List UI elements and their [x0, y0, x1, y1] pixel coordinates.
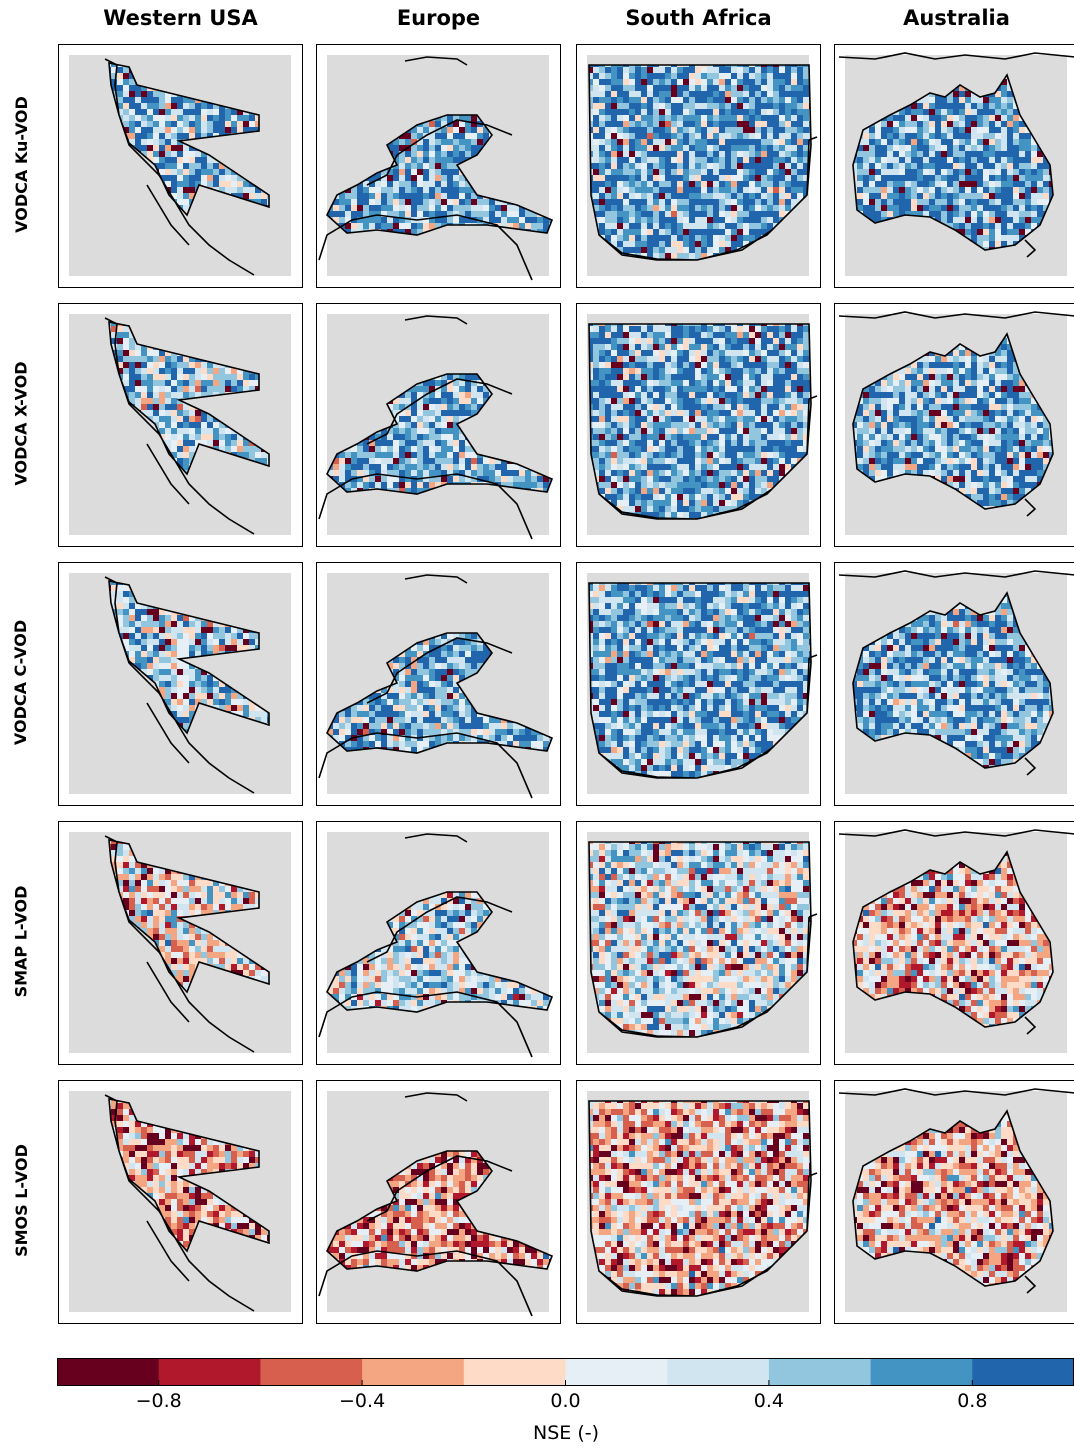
- coastline: [588, 841, 818, 1038]
- map-svg: [587, 573, 818, 794]
- colorbar-segment: [362, 1358, 465, 1386]
- map-panel: [58, 821, 303, 1065]
- map-svg: [838, 570, 1074, 794]
- map-svg: [838, 311, 1074, 535]
- coastline: [104, 1094, 270, 1312]
- colorbar-segment: [260, 1358, 363, 1386]
- row-title: VODCA X-VOD: [6, 303, 36, 543]
- map-svg: [587, 1091, 818, 1312]
- colorbar-tick-label: 0.0: [526, 1390, 606, 1412]
- coastline: [588, 582, 818, 779]
- colorbar-segment: [158, 1358, 261, 1386]
- colorbar: [57, 1358, 1074, 1386]
- map-panel: [576, 562, 821, 806]
- map-panel: [576, 1080, 821, 1324]
- map-svg: [318, 573, 554, 799]
- map-svg: [69, 832, 291, 1053]
- map-svg: [69, 55, 291, 276]
- coastline: [318, 315, 554, 540]
- map-panel: [576, 303, 821, 547]
- coastline: [838, 829, 1074, 1035]
- coastline: [104, 58, 270, 276]
- coastline: [318, 56, 554, 281]
- row-title-label: SMAP L-VOD: [12, 885, 31, 997]
- column-title: Europe: [314, 6, 564, 30]
- column-title: South Africa: [574, 6, 824, 30]
- coastline: [104, 576, 270, 794]
- map-panel: [316, 821, 561, 1065]
- colorbar-segment: [768, 1358, 872, 1386]
- coastline: [318, 574, 554, 799]
- column-title: Australia: [832, 6, 1074, 30]
- row-title-label: SMOS L-VOD: [12, 1144, 31, 1257]
- map-panel: [316, 303, 561, 547]
- row-title-label: VODCA Ku-VOD: [12, 96, 31, 233]
- map-panel: [576, 44, 821, 288]
- colorbar-label: NSE (-): [466, 1422, 666, 1444]
- colorbar-segment: [565, 1358, 668, 1386]
- map-panel: [58, 562, 303, 806]
- colorbar-tick-label: −0.4: [322, 1390, 402, 1412]
- map-panel: [834, 562, 1074, 806]
- map-panel: [58, 44, 303, 288]
- map-svg: [318, 55, 554, 281]
- map-svg: [318, 832, 554, 1058]
- colorbar-segment: [667, 1358, 770, 1386]
- coastline: [838, 570, 1074, 776]
- coastline: [104, 317, 270, 535]
- coastline: [104, 835, 270, 1053]
- map-svg: [318, 314, 554, 540]
- map-svg: [587, 55, 818, 276]
- colorbar-tick-label: 0.8: [932, 1390, 1012, 1412]
- map-svg: [838, 829, 1074, 1053]
- colorbar-segment: [972, 1358, 1074, 1386]
- row-title: SMAP L-VOD: [6, 821, 36, 1061]
- row-title: VODCA Ku-VOD: [6, 44, 36, 284]
- coastline: [588, 323, 818, 520]
- map-panel: [576, 821, 821, 1065]
- map-svg: [318, 1091, 554, 1317]
- map-panel: [316, 44, 561, 288]
- row-title: VODCA C-VOD: [6, 562, 36, 802]
- coastline: [318, 833, 554, 1058]
- map-panel: [316, 1080, 561, 1324]
- colorbar-tick-label: −0.8: [119, 1390, 199, 1412]
- map-svg: [587, 832, 818, 1053]
- coastline: [838, 52, 1074, 258]
- colorbar-tick-label: 0.4: [729, 1390, 809, 1412]
- map-panel: [834, 303, 1074, 547]
- coastline: [318, 1092, 554, 1317]
- map-svg: [69, 1091, 291, 1312]
- coastline: [588, 1100, 818, 1297]
- map-svg: [69, 573, 291, 794]
- map-panel: [834, 821, 1074, 1065]
- colorbar-segment: [463, 1358, 566, 1386]
- colorbar-segment: [57, 1358, 160, 1386]
- map-svg: [838, 1088, 1074, 1312]
- map-svg: [838, 52, 1074, 276]
- map-svg: [69, 314, 291, 535]
- coastline: [838, 311, 1074, 517]
- row-title: SMOS L-VOD: [6, 1080, 36, 1320]
- map-panel: [58, 1080, 303, 1324]
- coastline: [838, 1088, 1074, 1294]
- row-title-label: VODCA X-VOD: [12, 361, 31, 485]
- map-panel: [316, 562, 561, 806]
- map-panel: [834, 44, 1074, 288]
- map-svg: [587, 314, 818, 535]
- row-title-label: VODCA C-VOD: [12, 619, 31, 744]
- map-panel: [58, 303, 303, 547]
- colorbar-segment: [870, 1358, 973, 1386]
- coastline: [588, 64, 818, 261]
- map-panel: [834, 1080, 1074, 1324]
- column-title: Western USA: [56, 6, 306, 30]
